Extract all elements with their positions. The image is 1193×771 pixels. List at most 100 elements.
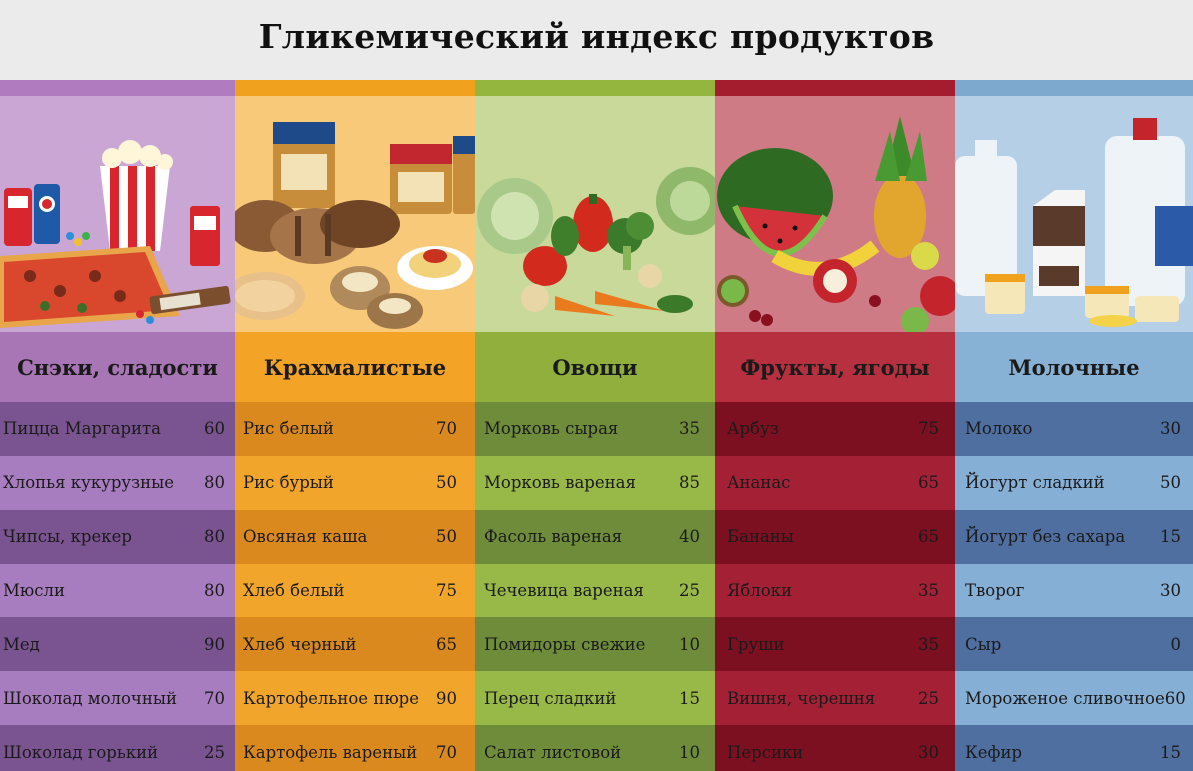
gi-value: 35 [918,581,939,600]
gi-value: 0 [1170,634,1182,654]
starch-illustration [235,96,475,332]
category-header: Фрукты, ягоды [715,332,955,402]
table-row: Мюсли 80 [0,563,235,618]
food-name: Молоко [965,419,1033,439]
food-name: Помидоры свежие [484,634,646,654]
table-row: Кефир 15 [955,725,1193,771]
gi-value: 80 [204,527,225,547]
table-row: Мед 90 [0,617,235,672]
food-name: Шоколад горький [3,742,159,762]
food-name: Мед [3,634,40,654]
gi-value: 25 [679,581,700,600]
food-name: Мороженое сливочное [965,688,1165,708]
food-name: Бананы [727,527,794,547]
food-name: Салат листовой [484,742,622,762]
table-row: Фасоль вареная 40 [475,509,715,564]
table-row: Яблоки 35 [715,563,955,618]
color-strip [475,80,715,96]
table-row: Картофельное пюре 90 [235,671,475,726]
table-row: Шоколад горький 25 [0,725,235,771]
gi-value: 15 [679,688,700,708]
dairy-illustration [955,96,1193,332]
color-strip [955,80,1193,96]
food-name: Чипсы, крекер [3,527,132,547]
table-row: Груши 35 [715,617,955,672]
table-row: Морковь вареная 85 [475,455,715,510]
gi-value: 90 [436,688,457,708]
gi-value: 50 [436,473,457,493]
category-column-snacks: Снэки, сладости Пицца Маргарита 60 Хлопья… [0,80,235,771]
food-name: Груши [727,634,785,654]
soda-can-icon [4,184,60,246]
gi-value: 85 [679,473,700,493]
table-row: Йогурт сладкий 50 [955,455,1193,510]
table-row: Салат листовой 10 [475,725,715,771]
food-name: Морковь вареная [484,473,636,493]
milk-carton-icon [1033,190,1085,296]
color-strip [235,80,475,96]
category-header: Молочные [955,332,1193,402]
category-rows: Морковь сырая 35 Морковь вареная 85 Фасоль… [475,402,715,771]
page-title: Гликемический индекс продуктов [258,16,935,56]
category-rows: Пицца Маргарита 60 Хлопья кукурузные 80 Чи… [0,402,235,771]
food-name: Картофель вареный [243,742,418,762]
food-name: Шоколад молочный [3,688,177,708]
gi-value: 30 [1160,419,1181,439]
gi-value: 30 [1160,581,1181,600]
table-row: Овсяная каша 50 [235,509,475,564]
gi-value: 80 [204,473,225,493]
table-row: Персики 30 [715,725,955,771]
gi-value: 75 [436,581,457,600]
table-row: Рис белый 70 [235,402,475,456]
gi-value: 65 [918,527,939,547]
pasta-icon [397,246,473,290]
food-name: Перец сладкий [484,688,617,708]
table-row: Бананы 65 [715,509,955,564]
food-name: Чечевица вареная [484,581,644,600]
bread-icon [235,200,400,264]
watermelon-icon [717,148,833,257]
gi-value: 15 [1160,527,1181,547]
food-name: Рис белый [243,419,334,439]
broccoli-icon [607,212,654,270]
gi-value: 70 [436,742,457,762]
food-name: Йогурт без сахара [965,527,1126,547]
food-name: Хлеб белый [243,581,345,600]
category-column-dairy: Молочные Молоко 30 Йогурт сладкий 50 Йогур… [955,80,1193,771]
veg-illustration [475,96,715,332]
gi-value: 50 [436,527,457,547]
fruit-illustration [715,96,955,332]
table-row: Чечевица вареная 25 [475,563,715,618]
color-strip [0,80,235,96]
category-column-starch: Крахмалистые Рис белый 70 Рис бурый 50 Овс… [235,80,475,771]
table-row: Хлеб белый 75 [235,563,475,618]
gi-value: 50 [1160,473,1181,493]
food-name: Кефир [965,742,1023,762]
food-name: Овсяная каша [243,527,368,547]
table-row: Вишня, черешня 25 [715,671,955,726]
food-name: Морковь сырая [484,419,619,439]
gi-value: 25 [204,742,225,762]
food-name: Ананас [727,473,791,493]
food-name: Арбуз [727,419,779,439]
gi-value: 35 [918,634,939,654]
food-name: Мюсли [3,581,65,600]
table-row: Шоколад молочный 70 [0,671,235,726]
pepper-icon [523,194,613,286]
candy-icon [66,206,231,324]
food-name: Хлопья кукурузные [3,473,175,493]
food-name: Яблоки [727,581,792,600]
category-rows: Рис белый 70 Рис бурый 50 Овсяная каша 50 Х… [235,402,475,771]
potato-icon [330,266,423,329]
food-name: Пицца Маргарита [3,419,161,439]
gi-value: 80 [204,581,225,600]
pizza-icon [0,246,180,328]
gi-value: 70 [204,688,225,708]
table-row: Рис бурый 50 [235,455,475,510]
popcorn-icon [100,140,173,251]
table-row: Ананас 65 [715,455,955,510]
food-name: Творог [965,581,1025,600]
pineapple-icon [874,116,927,258]
gi-value: 60 [204,419,225,439]
category-column-fruit: Фрукты, ягоды Арбуз 75 Ананас 65 Бананы 65 … [715,80,955,771]
